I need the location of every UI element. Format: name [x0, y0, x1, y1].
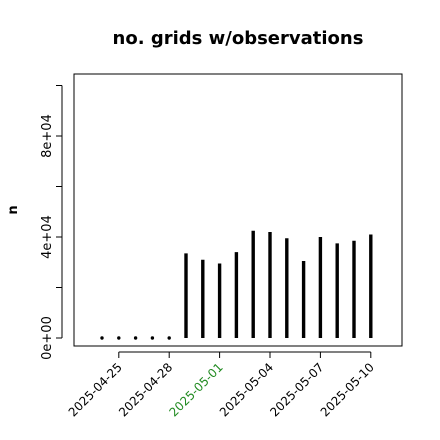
bar-series: [100, 230, 373, 340]
bar-zero-point: [117, 336, 121, 340]
chart-title: no. grids w/observations: [113, 28, 364, 49]
y-axis: 0e+00 4e+04 8e+04: [40, 85, 63, 360]
y-tick-label: 4e+04: [40, 215, 55, 259]
y-axis-label: n: [6, 205, 21, 214]
bar-zero-point: [150, 336, 155, 340]
x-tick-label: 2025-05-10: [318, 360, 377, 419]
bar-zero-point: [100, 336, 104, 340]
bar-zero-point: [133, 336, 138, 340]
y-tick-label: 0e+00: [40, 316, 55, 360]
y-tick-label: 8e+04: [40, 114, 55, 158]
bar-zero-point: [167, 336, 171, 340]
plot-frame: [73, 73, 403, 347]
x-axis: 2025-04-252025-04-282025-05-012025-05-04…: [66, 351, 377, 419]
